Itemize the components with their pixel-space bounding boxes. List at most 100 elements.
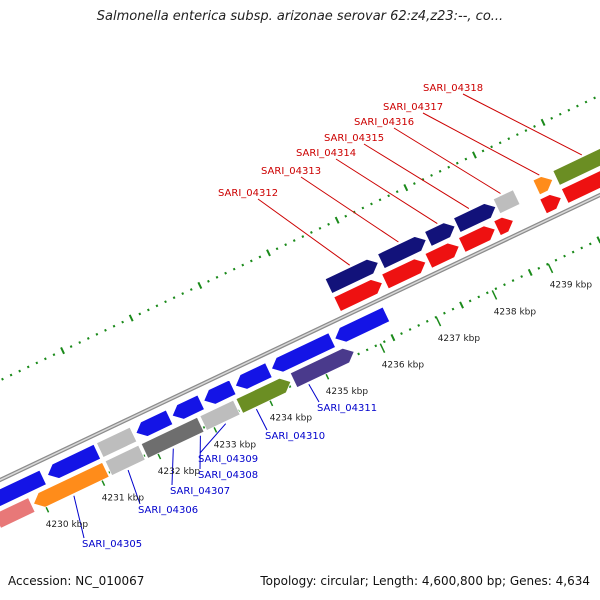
outer-tick	[447, 165, 451, 169]
gene-feature[interactable]	[289, 347, 355, 389]
outer-tick	[301, 235, 305, 238]
gene-feature[interactable]	[539, 194, 562, 215]
gene-feature[interactable]	[452, 203, 497, 234]
label-leader	[171, 448, 174, 486]
gene-label[interactable]: SARI_04308	[198, 470, 258, 481]
gene-label[interactable]: SARI_04311	[317, 403, 377, 414]
gene-label[interactable]: SARI_04315	[324, 133, 384, 144]
inner-tick	[477, 295, 481, 299]
outer-tick	[540, 118, 546, 126]
outer-tick	[232, 267, 236, 271]
gene-feature[interactable]	[492, 189, 521, 215]
kbp-label: 4236 kbp	[382, 361, 425, 371]
gene-feature[interactable]	[377, 236, 427, 270]
outer-tick	[86, 336, 90, 340]
gene-feature[interactable]	[234, 362, 273, 390]
gene-label[interactable]: SARI_04307	[170, 486, 230, 497]
gene-feature[interactable]	[334, 306, 391, 343]
gene-feature[interactable]	[424, 222, 456, 247]
gene-feature[interactable]	[0, 497, 36, 529]
outer-tick	[370, 202, 373, 206]
gene-feature[interactable]	[381, 258, 427, 290]
label-leader	[127, 469, 141, 505]
gene-feature[interactable]	[95, 426, 138, 459]
gene-feature[interactable]	[0, 469, 47, 507]
outer-tick	[1, 377, 4, 381]
outer-tick	[327, 222, 330, 226]
inner-tick	[563, 254, 566, 258]
gene-feature[interactable]	[32, 461, 110, 508]
kbp-label: 4230 kbp	[46, 520, 89, 530]
kbp-tick	[491, 290, 498, 300]
inner-tick	[527, 268, 533, 277]
gene-feature[interactable]	[560, 157, 600, 204]
label-leader	[393, 127, 501, 194]
gene-label[interactable]: SARI_04314	[296, 148, 356, 159]
genome-summary: Topology: circular; Length: 4,600,800 bp…	[260, 574, 590, 588]
gene-feature[interactable]	[203, 379, 237, 405]
gene-feature[interactable]	[46, 443, 102, 479]
gene-label[interactable]: SARI_04313	[261, 166, 321, 177]
outer-tick	[318, 226, 322, 230]
gene-label[interactable]: SARI_04310	[265, 431, 325, 442]
gene-feature[interactable]	[493, 216, 514, 237]
gene-feature[interactable]	[171, 394, 206, 420]
outer-tick	[455, 161, 459, 165]
gene-feature[interactable]	[324, 258, 379, 295]
inner-tick	[451, 307, 455, 311]
gene-label[interactable]: SARI_04312	[218, 188, 278, 199]
label-leader	[73, 495, 85, 539]
outer-tick	[464, 157, 468, 161]
gene-label[interactable]: SARI_04309	[198, 454, 258, 465]
gene-feature[interactable]	[135, 409, 174, 437]
gene-feature[interactable]	[270, 332, 337, 373]
outer-tick	[26, 365, 30, 369]
outer-tick	[558, 112, 562, 116]
gene-feature[interactable]	[199, 399, 241, 432]
inner-tick	[546, 262, 549, 266]
outer-tick	[413, 182, 416, 185]
feature-labels: 4230 kbp 4231 kbp 4232 kbp 4233 kbp 4234 kbp…	[46, 83, 593, 550]
label-leader	[363, 143, 470, 210]
inner-tick	[288, 385, 292, 388]
gene-feature[interactable]	[532, 176, 554, 196]
gene-feature[interactable]	[457, 225, 496, 253]
gene-feature[interactable]	[333, 279, 383, 313]
outer-tick	[35, 361, 39, 365]
organism-title: Salmonella enterica subsp. arizonae sero…	[96, 9, 504, 24]
outer-tick	[164, 300, 167, 304]
inner-tick	[390, 334, 396, 342]
outer-tick	[524, 129, 528, 132]
gene-feature[interactable]	[424, 242, 460, 269]
outer-tick	[334, 216, 340, 224]
label-leader	[422, 112, 540, 176]
inner-tick	[503, 283, 506, 287]
gene-feature[interactable]	[140, 416, 205, 459]
outer-tick	[490, 145, 493, 149]
outer-tick	[593, 96, 596, 100]
gene-label[interactable]: SARI_04318	[423, 83, 483, 94]
kbp-label: 4232 kbp	[158, 467, 201, 477]
kbp-label: 4231 kbp	[102, 494, 145, 504]
gene-feature[interactable]	[104, 444, 146, 477]
gene-label[interactable]: SARI_04316	[354, 117, 414, 128]
label-leader	[255, 408, 268, 431]
outer-tick-ring	[1, 96, 596, 381]
outer-tick	[361, 206, 365, 210]
outer-tick	[567, 108, 571, 112]
outer-tick	[378, 198, 382, 202]
gene-feature[interactable]	[552, 143, 600, 186]
inner-tick	[588, 242, 592, 246]
outer-tick	[438, 169, 442, 173]
outer-tick	[472, 151, 477, 159]
outer-tick	[215, 275, 219, 279]
outer-tick	[430, 173, 433, 177]
gene-label[interactable]: SARI_04305	[82, 539, 142, 550]
gene-feature[interactable]	[235, 377, 292, 414]
outer-tick	[121, 320, 124, 324]
outer-tick	[481, 149, 485, 153]
gene-label[interactable]: SARI_04306	[138, 505, 198, 516]
gene-label[interactable]: SARI_04317	[383, 102, 443, 113]
